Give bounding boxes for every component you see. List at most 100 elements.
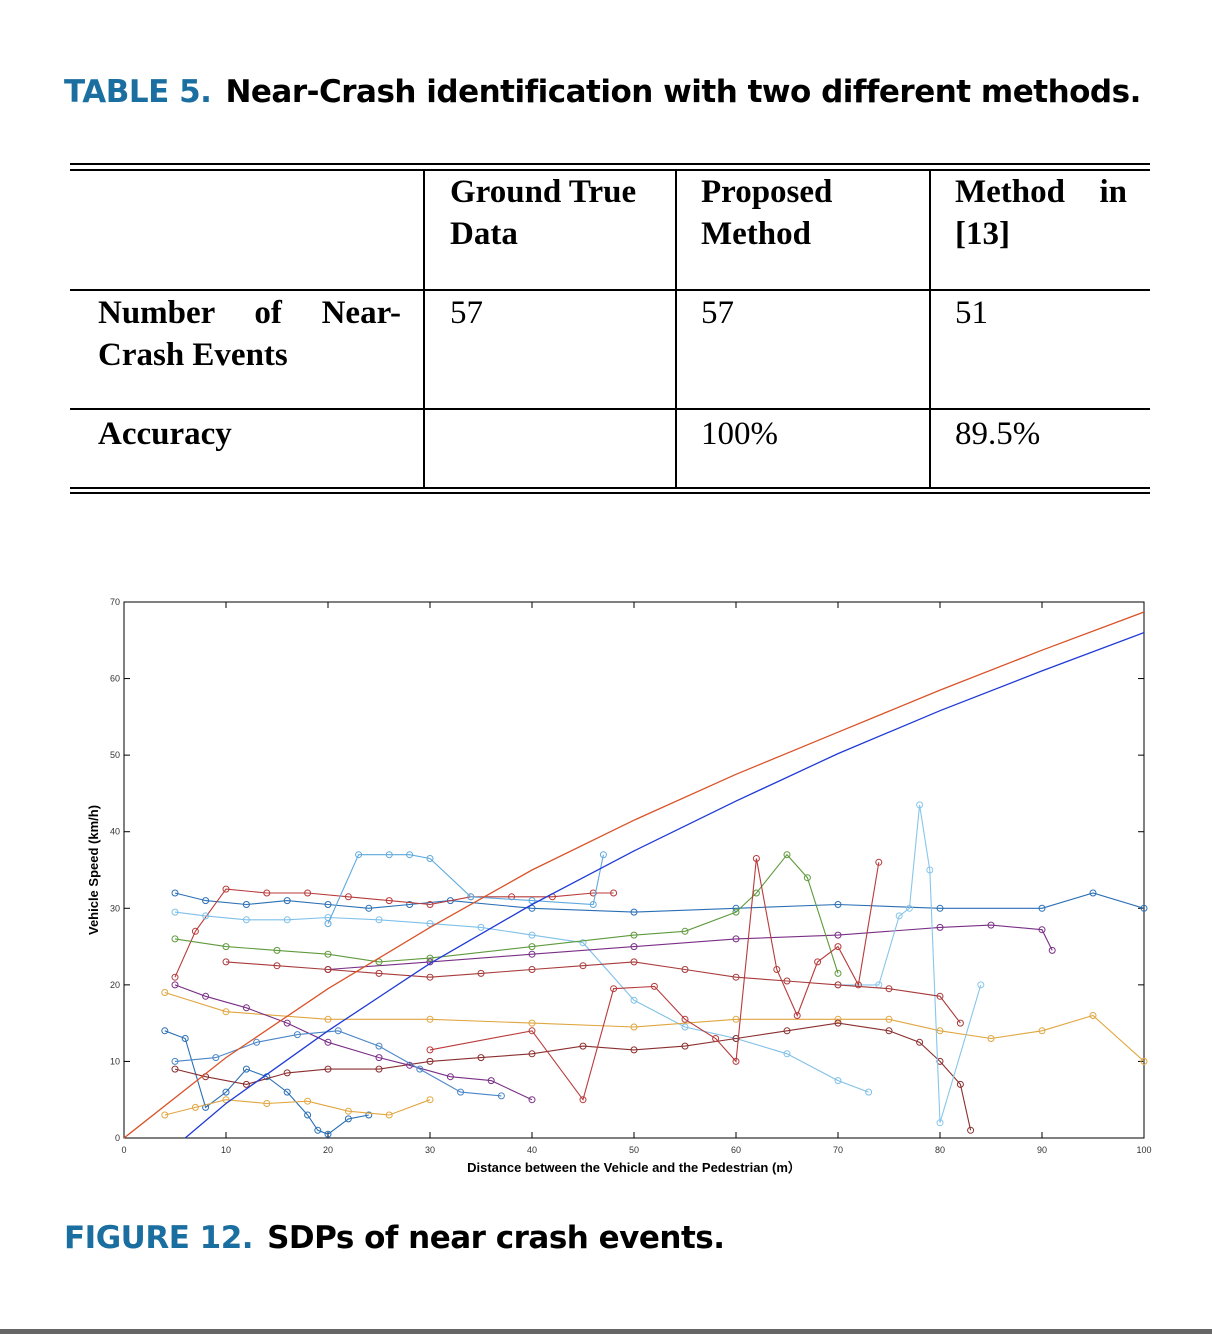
series-point <box>732 908 740 916</box>
series-point <box>630 1023 638 1031</box>
series-point <box>589 889 597 897</box>
series-point <box>426 1057 434 1065</box>
series-point <box>375 1065 383 1073</box>
series-point <box>579 939 587 947</box>
series-point <box>650 982 658 990</box>
series-point <box>528 931 536 939</box>
series-point <box>926 866 934 874</box>
series-point <box>467 893 475 901</box>
series-point <box>222 1096 230 1104</box>
series-point <box>752 855 760 862</box>
series-point <box>304 889 312 897</box>
series-point <box>528 1027 536 1035</box>
y-tick-label: 60 <box>110 674 120 684</box>
column-divider <box>929 171 931 489</box>
series-point <box>528 897 536 905</box>
series-point <box>783 1027 791 1035</box>
series-point <box>936 992 944 1000</box>
y-tick-label: 50 <box>110 750 120 760</box>
series-point <box>630 943 638 951</box>
series-point <box>834 1015 842 1023</box>
series-point <box>273 962 281 970</box>
series-point <box>222 1008 230 1016</box>
series-line-11 <box>174 984 533 1101</box>
series-point <box>487 1077 495 1085</box>
series-point <box>365 904 373 912</box>
series-point <box>334 1027 342 1035</box>
series-line-0 <box>174 892 1145 913</box>
x-axis-label: Distance between the Vehicle and the Ped… <box>467 1160 801 1175</box>
table-caption-label: TABLE 5. <box>64 74 212 110</box>
x-tick-label: 40 <box>527 1145 537 1155</box>
series-line-6 <box>164 1030 369 1135</box>
y-tick-label: 10 <box>110 1056 120 1066</box>
series-point <box>263 889 271 897</box>
series-point <box>834 969 842 977</box>
series-point <box>528 1050 536 1058</box>
cell-events-ground-true: 57 <box>450 295 483 331</box>
threshold-curve-1 <box>184 631 1145 1139</box>
x-tick-label: 70 <box>833 1145 843 1155</box>
series-point <box>222 958 230 966</box>
series-point <box>834 1019 842 1027</box>
series-point <box>385 1111 393 1119</box>
series-point <box>783 1050 791 1058</box>
series-point <box>875 858 883 866</box>
series-point <box>161 989 169 996</box>
series-point <box>304 1111 312 1119</box>
series-point <box>834 943 842 951</box>
x-tick-label: 10 <box>221 1145 231 1155</box>
y-tick-label: 0 <box>115 1133 120 1143</box>
table-caption-title: Near-Crash identification with two diffe… <box>225 74 1141 110</box>
series-point <box>385 897 393 905</box>
series-point <box>630 908 638 916</box>
series-point <box>528 1096 536 1104</box>
series-point <box>681 927 689 935</box>
series-point <box>967 1126 975 1134</box>
series-point <box>324 1130 332 1138</box>
series-point <box>375 969 383 977</box>
series-point <box>314 1126 322 1134</box>
series-point <box>416 1065 424 1073</box>
series-point <box>242 1080 250 1088</box>
series-point <box>426 855 434 862</box>
series-point <box>324 920 332 928</box>
series-point <box>263 1100 271 1107</box>
series-point <box>528 966 536 973</box>
series-point <box>834 931 842 939</box>
series-point <box>222 1088 230 1096</box>
series-point <box>171 889 179 897</box>
y-tick-label: 70 <box>110 597 120 607</box>
series-point <box>406 901 414 908</box>
series-point <box>732 973 740 981</box>
series-point <box>406 851 414 859</box>
series-point <box>212 1054 220 1062</box>
series-point <box>936 1119 944 1127</box>
series-point <box>599 851 607 859</box>
threshold-curve-0 <box>123 611 1145 1139</box>
series-point <box>956 1080 964 1088</box>
series-point <box>477 1054 485 1062</box>
axis-ticks: 0 10 20 30 40 50 60 70 80 90 100 0 10 20 30 40 50 60 70 <box>110 597 1152 1155</box>
figure-caption: FIGURE 12. SDPs of near crash events. <box>64 1220 725 1256</box>
cell-events-method13: 51 <box>955 295 988 331</box>
series-point <box>202 992 210 1000</box>
x-tick-label: 30 <box>425 1145 435 1155</box>
series-point <box>426 954 434 962</box>
series-point <box>528 1019 536 1027</box>
table-caption: TABLE 5. Near-Crash identification with t… <box>64 74 1141 110</box>
series-point <box>712 1035 720 1042</box>
series-point <box>222 943 230 951</box>
series-point <box>732 935 740 943</box>
row-label-events: Number of Near-Crash Events <box>98 295 401 373</box>
series-point <box>375 916 383 924</box>
series-point <box>579 962 587 970</box>
series-line-5 <box>174 853 839 974</box>
series-point <box>283 1019 291 1027</box>
cell-accuracy-proposed: 100% <box>701 416 778 452</box>
row-label-accuracy: Accuracy <box>98 416 232 452</box>
series-point <box>630 1046 638 1054</box>
x-tick-label: 60 <box>731 1145 741 1155</box>
series-point <box>528 943 536 951</box>
series-point <box>426 1096 434 1104</box>
